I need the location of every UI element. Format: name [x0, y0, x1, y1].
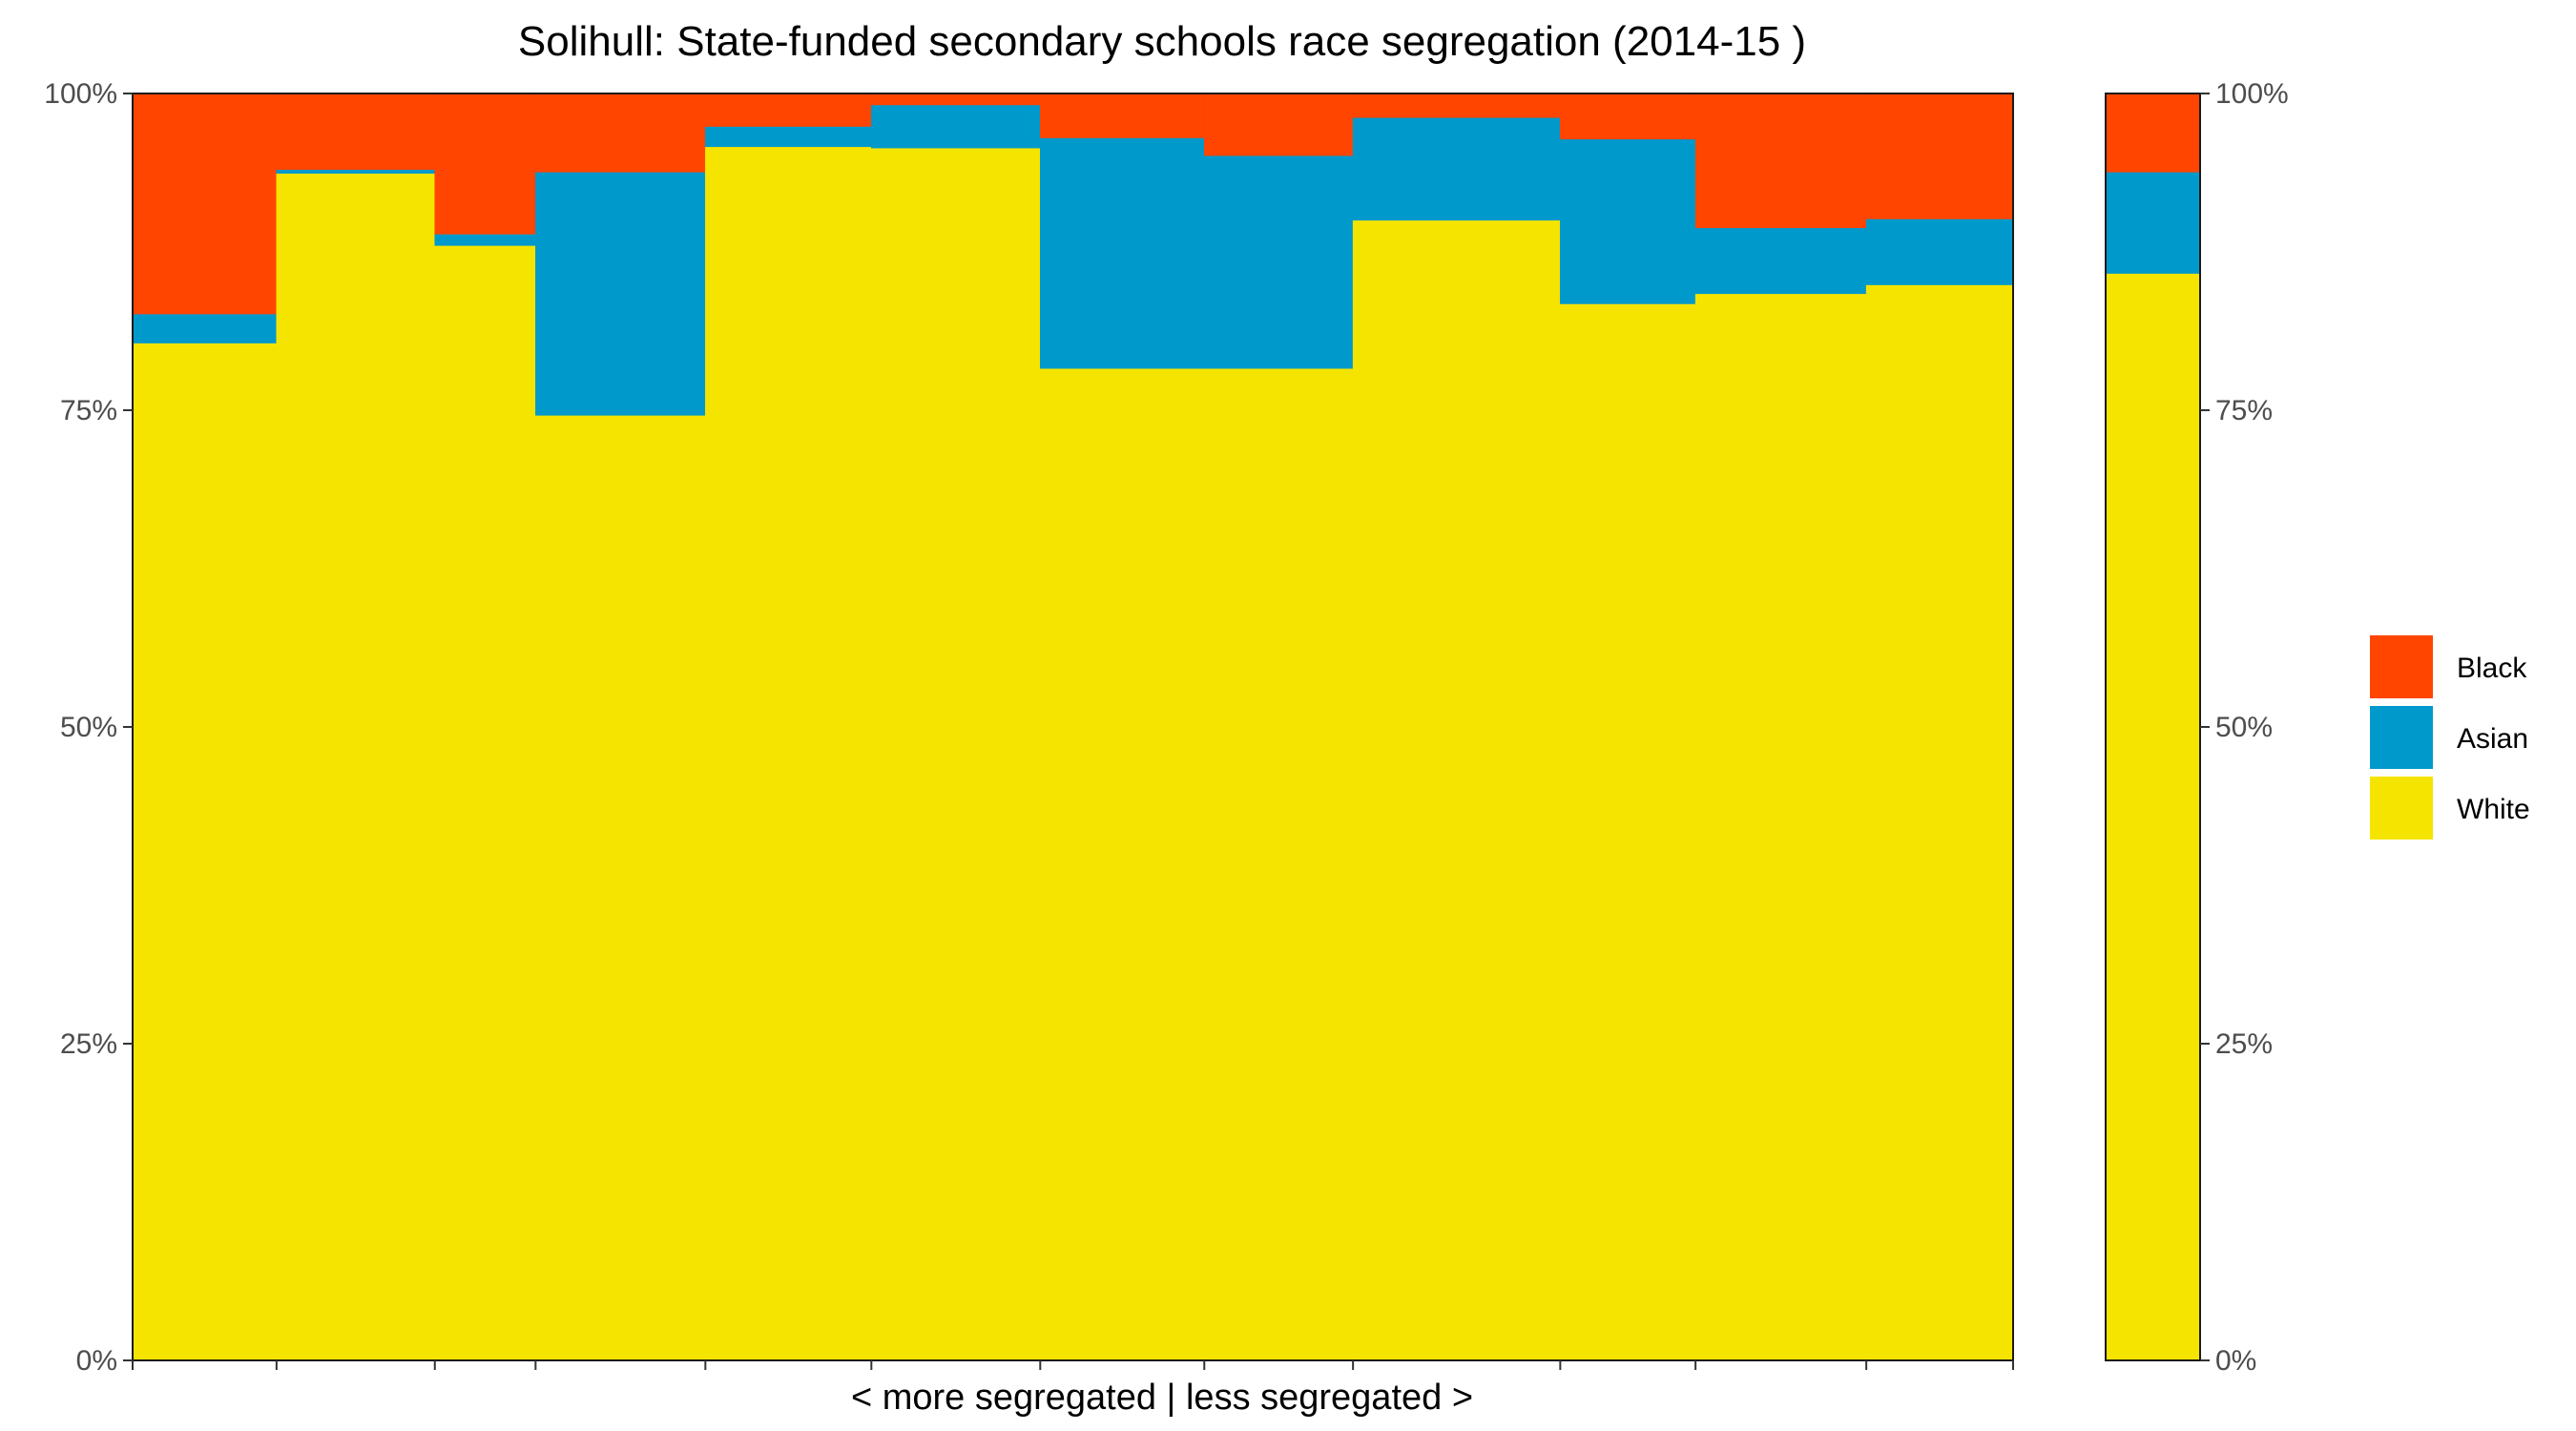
legend-label-black: Black — [2457, 653, 2527, 684]
bar-schools-2-asian — [276, 169, 436, 174]
bar-schools-2-white — [276, 173, 436, 1361]
bar-schools-7-black — [1040, 93, 1205, 138]
bar-schools-4-white — [535, 415, 706, 1361]
bar-schools-2-black — [276, 93, 436, 170]
bar-schools-11-asian — [1694, 227, 1867, 295]
y-tick-label-left: 100% — [44, 78, 117, 110]
bar-schools-1-white — [132, 342, 278, 1361]
y-tick-label-right: 50% — [2215, 712, 2273, 743]
bar-schools-1-asian — [132, 313, 278, 343]
bar-schools-6-black — [871, 93, 1041, 106]
bar-schools-5-black — [705, 93, 872, 127]
bar-schools-8-asian — [1203, 155, 1354, 369]
y-tick-label-left: 0% — [76, 1345, 117, 1377]
x-axis-label: < more segregated | less segregated > — [851, 1378, 1473, 1418]
bar-schools-3-white — [434, 245, 536, 1361]
y-tick-label-right: 100% — [2215, 78, 2289, 110]
bar-schools-8-white — [1203, 367, 1354, 1361]
y-tick-label-right: 0% — [2215, 1345, 2256, 1377]
y-tick-label-right: 25% — [2215, 1028, 2273, 1060]
bar-schools-9-black — [1352, 93, 1561, 118]
bar-schools-12-asian — [1865, 218, 2014, 285]
y-tick-label-right: 75% — [2215, 395, 2273, 426]
legend-key-black — [2370, 635, 2433, 698]
bar-schools-4-asian — [535, 172, 706, 416]
panel-overall — [2105, 93, 2201, 1361]
bar-overall-1-asian — [2105, 172, 2201, 274]
bar-schools-12-black — [1865, 93, 2014, 219]
bar-schools-9-white — [1352, 219, 1561, 1361]
legend-key-asian — [2370, 706, 2433, 769]
y-axis-left: 0% 25% 50% 75% 100% — [44, 78, 133, 1377]
bar-schools-4-black — [535, 93, 706, 173]
bar-schools-5-white — [705, 146, 872, 1361]
bar-schools-6-white — [871, 147, 1041, 1361]
bar-schools-3-asian — [434, 234, 536, 246]
bar-schools-7-asian — [1040, 137, 1205, 369]
bar-schools-9-asian — [1352, 116, 1561, 221]
legend-label-white: White — [2457, 794, 2530, 825]
legend-key-white — [2370, 777, 2433, 840]
legend: Black Asian White — [2370, 635, 2530, 840]
bar-schools-10-asian — [1560, 138, 1696, 304]
y-axis-right: 0% 25% 50% 75% 100% — [2200, 78, 2289, 1377]
bar-schools-3-black — [434, 93, 536, 235]
legend-label-asian: Asian — [2457, 723, 2528, 755]
bar-schools-11-black — [1694, 93, 1867, 229]
bar-schools-5-asian — [705, 126, 872, 148]
chart-panels — [132, 93, 2201, 1361]
chart-title: Solihull: State-funded secondary schools… — [518, 18, 1806, 65]
y-tick-label-left: 25% — [60, 1028, 117, 1060]
bar-overall-1-black — [2105, 93, 2201, 173]
bar-schools-11-white — [1694, 293, 1867, 1361]
panel-schools — [132, 93, 2014, 1361]
bar-schools-12-white — [1865, 284, 2014, 1361]
bar-schools-8-black — [1203, 93, 1354, 156]
x-axis-ticks — [132, 1360, 2014, 1370]
bar-schools-10-white — [1560, 303, 1696, 1361]
bar-schools-1-black — [132, 93, 278, 315]
bar-schools-7-white — [1040, 367, 1205, 1361]
bar-overall-1-white — [2105, 273, 2201, 1361]
bar-schools-6-asian — [871, 104, 1041, 149]
y-tick-label-left: 75% — [60, 395, 117, 426]
bar-schools-10-black — [1560, 93, 1696, 140]
y-tick-label-left: 50% — [60, 712, 117, 743]
